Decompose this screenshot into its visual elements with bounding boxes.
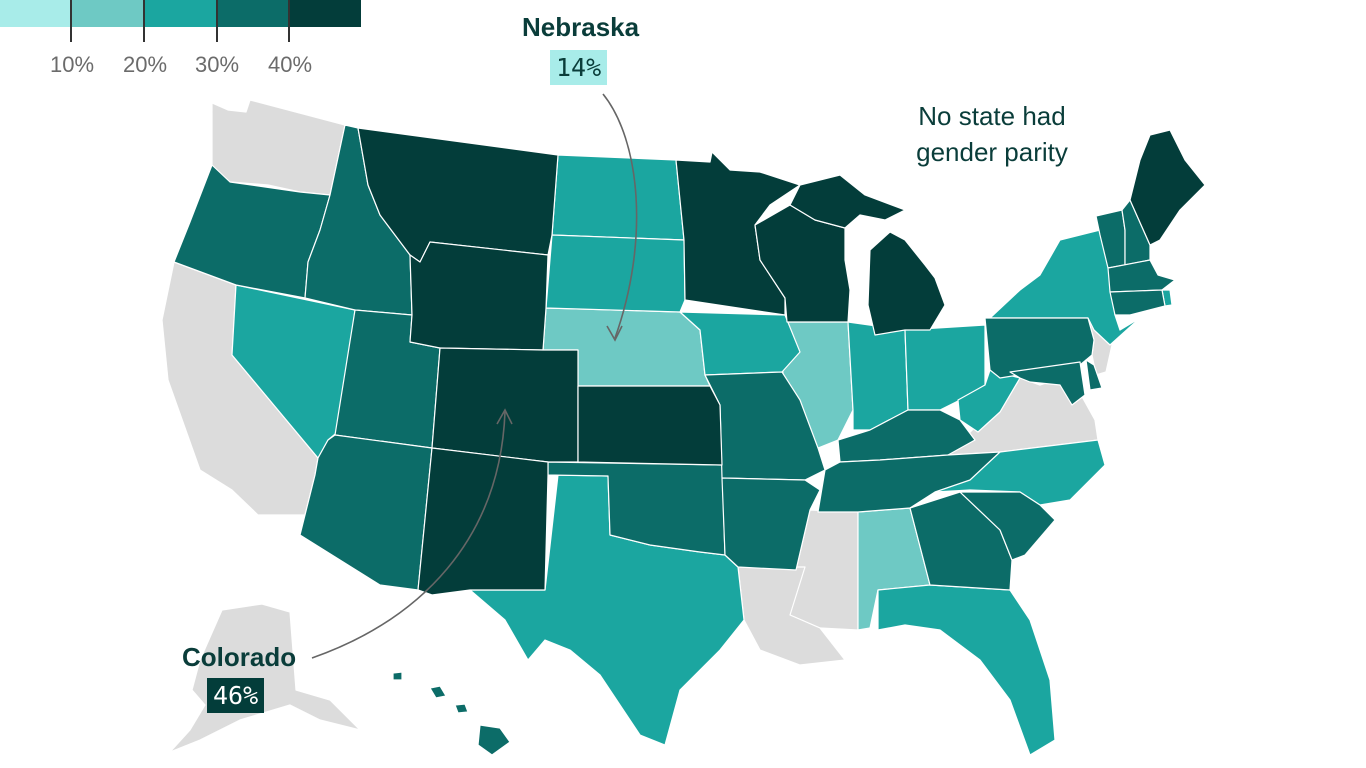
- state-az: [299, 434, 433, 591]
- nebraska-value: 14%: [550, 50, 608, 85]
- state-wa: [211, 99, 346, 196]
- colorado-arrow: [311, 411, 506, 659]
- colorado-arrowhead: [496, 408, 513, 425]
- parity-note-line2: gender parity: [916, 137, 1068, 167]
- state-wy: [409, 241, 549, 351]
- state-hi: [392, 671, 511, 756]
- legend-tick: [70, 0, 72, 42]
- state-in: [847, 321, 909, 431]
- state-fl: [877, 584, 1056, 756]
- legend-label: 20%: [122, 52, 168, 77]
- legend-tick: [288, 0, 290, 42]
- state-nd: [551, 154, 685, 241]
- legend-label: 40%: [267, 52, 313, 77]
- parity-note: No state had gender parity: [890, 98, 1094, 170]
- legend-bin-0: [0, 0, 72, 27]
- state-md: [1009, 361, 1086, 406]
- state-la: [737, 566, 846, 666]
- state-co: [431, 347, 579, 463]
- legend-label: 30%: [194, 52, 240, 77]
- legend-tick: [216, 0, 218, 42]
- legend-label: 10%: [49, 52, 95, 77]
- state-sc: [959, 491, 1056, 561]
- state-mi: [789, 174, 946, 336]
- legend-bin-3: [217, 0, 289, 27]
- state-nm: [417, 447, 549, 596]
- legend-bin-1: [72, 0, 145, 27]
- colorado-label: Colorado: [182, 642, 297, 672]
- legend-bin-4: [289, 0, 361, 27]
- state-ar: [721, 477, 821, 571]
- nebraska-arrow: [602, 93, 638, 339]
- state-me: [1129, 129, 1206, 246]
- state-ak: [169, 603, 361, 753]
- nebraska-arrowhead: [606, 325, 623, 342]
- parity-note-line1: No state had: [918, 101, 1066, 131]
- state-wv: [957, 369, 1021, 433]
- state-ct: [1109, 289, 1166, 316]
- colorado-value: 46%: [207, 678, 265, 713]
- state-ks: [577, 385, 723, 466]
- nebraska-label: Nebraska: [522, 12, 640, 42]
- state-nc: [934, 439, 1106, 506]
- legend: 10% 20% 30% 40%: [0, 0, 362, 90]
- state-tn: [817, 451, 1001, 513]
- state-de: [1085, 359, 1103, 391]
- legend-tick: [143, 0, 145, 42]
- state-sd: [545, 234, 686, 313]
- legend-bin-2: [145, 0, 217, 27]
